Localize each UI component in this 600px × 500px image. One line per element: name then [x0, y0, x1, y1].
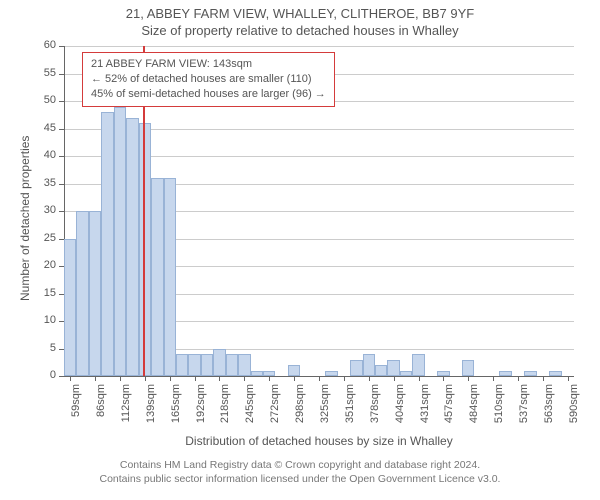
x-tick-label: 457sqm	[443, 384, 455, 434]
x-tick-label: 351sqm	[344, 384, 356, 434]
x-tick-label: 563sqm	[543, 384, 555, 434]
bar	[151, 178, 163, 376]
y-tick-label: 20	[32, 259, 56, 271]
bar	[139, 123, 151, 376]
x-tick-label: 378sqm	[369, 384, 381, 434]
y-tick-label: 45	[32, 122, 56, 134]
x-tick-label: 86sqm	[95, 384, 107, 434]
footer-line-2: Contains public sector information licen…	[0, 472, 600, 486]
bar	[363, 354, 375, 376]
x-tick	[95, 376, 96, 381]
x-tick	[294, 376, 295, 381]
x-tick-label: 510sqm	[493, 384, 505, 434]
bar	[126, 118, 138, 377]
x-tick	[394, 376, 395, 381]
y-axis-label: Number of detached properties	[18, 136, 32, 301]
x-tick	[344, 376, 345, 381]
x-tick	[70, 376, 71, 381]
x-tick	[120, 376, 121, 381]
x-tick-label: 218sqm	[219, 384, 231, 434]
bar	[375, 365, 387, 376]
x-tick-label: 192sqm	[195, 384, 207, 434]
x-tick	[369, 376, 370, 381]
bar	[238, 354, 250, 376]
y-tick-label: 50	[32, 94, 56, 106]
y-tick-label: 40	[32, 149, 56, 161]
x-tick-label: 325sqm	[319, 384, 331, 434]
x-tick	[244, 376, 245, 381]
y-tick-label: 35	[32, 177, 56, 189]
x-tick	[419, 376, 420, 381]
y-tick-label: 10	[32, 314, 56, 326]
x-tick-label: 484sqm	[468, 384, 480, 434]
x-tick-label: 404sqm	[394, 384, 406, 434]
y-tick-label: 5	[32, 342, 56, 354]
bar	[288, 365, 300, 376]
x-tick	[543, 376, 544, 381]
bar	[76, 211, 88, 376]
bar	[400, 371, 412, 377]
bar	[350, 360, 362, 377]
x-tick-label: 537sqm	[518, 384, 530, 434]
x-tick-label: 298sqm	[294, 384, 306, 434]
x-tick-label: 272sqm	[269, 384, 281, 434]
bar	[524, 371, 536, 377]
callout-line: ← 52% of detached houses are smaller (11…	[91, 72, 326, 87]
bar	[176, 354, 188, 376]
y-tick-label: 55	[32, 67, 56, 79]
bar	[164, 178, 176, 376]
callout-line: 21 ABBEY FARM VIEW: 143sqm	[91, 57, 326, 72]
x-tick	[145, 376, 146, 381]
bar	[387, 360, 399, 377]
bar	[213, 349, 225, 377]
attribution-footer: Contains HM Land Registry data © Crown c…	[0, 458, 600, 486]
x-tick	[195, 376, 196, 381]
bar	[251, 371, 263, 377]
bar	[188, 354, 200, 376]
y-tick-label: 0	[32, 369, 56, 381]
bar	[325, 371, 337, 377]
y-tick-label: 30	[32, 204, 56, 216]
bar	[101, 112, 113, 376]
callout-line: 45% of semi-detached houses are larger (…	[91, 87, 326, 102]
x-tick	[170, 376, 171, 381]
plot-area: 05101520253035404550556059sqm86sqm112sqm…	[64, 46, 574, 376]
x-tick	[269, 376, 270, 381]
footer-line-1: Contains HM Land Registry data © Crown c…	[0, 458, 600, 472]
page-subtitle: Size of property relative to detached ho…	[0, 21, 600, 38]
y-tick-label: 60	[32, 39, 56, 51]
chart-container: { "header": { "address": "21, ABBEY FARM…	[0, 0, 600, 500]
x-tick	[443, 376, 444, 381]
bar	[201, 354, 213, 376]
x-tick	[493, 376, 494, 381]
bar	[114, 107, 126, 377]
x-axis-label: Distribution of detached houses by size …	[64, 434, 574, 448]
bar	[89, 211, 101, 376]
x-tick	[468, 376, 469, 381]
x-tick	[319, 376, 320, 381]
x-tick-label: 112sqm	[120, 384, 132, 434]
x-tick-label: 431sqm	[419, 384, 431, 434]
bar	[462, 360, 474, 377]
bar	[412, 354, 424, 376]
page-title: 21, ABBEY FARM VIEW, WHALLEY, CLITHEROE,…	[0, 0, 600, 21]
callout-box: 21 ABBEY FARM VIEW: 143sqm← 52% of detac…	[82, 52, 335, 107]
y-tick-label: 25	[32, 232, 56, 244]
x-tick-label: 590sqm	[568, 384, 580, 434]
x-tick	[518, 376, 519, 381]
x-tick	[568, 376, 569, 381]
x-tick-label: 245sqm	[244, 384, 256, 434]
bar	[499, 371, 511, 377]
x-tick	[219, 376, 220, 381]
bar	[226, 354, 238, 376]
x-tick-label: 59sqm	[70, 384, 82, 434]
gridline	[64, 46, 574, 47]
bar	[64, 239, 76, 377]
y-tick-label: 15	[32, 287, 56, 299]
bar	[549, 371, 561, 377]
x-tick-label: 139sqm	[145, 384, 157, 434]
x-tick-label: 165sqm	[170, 384, 182, 434]
